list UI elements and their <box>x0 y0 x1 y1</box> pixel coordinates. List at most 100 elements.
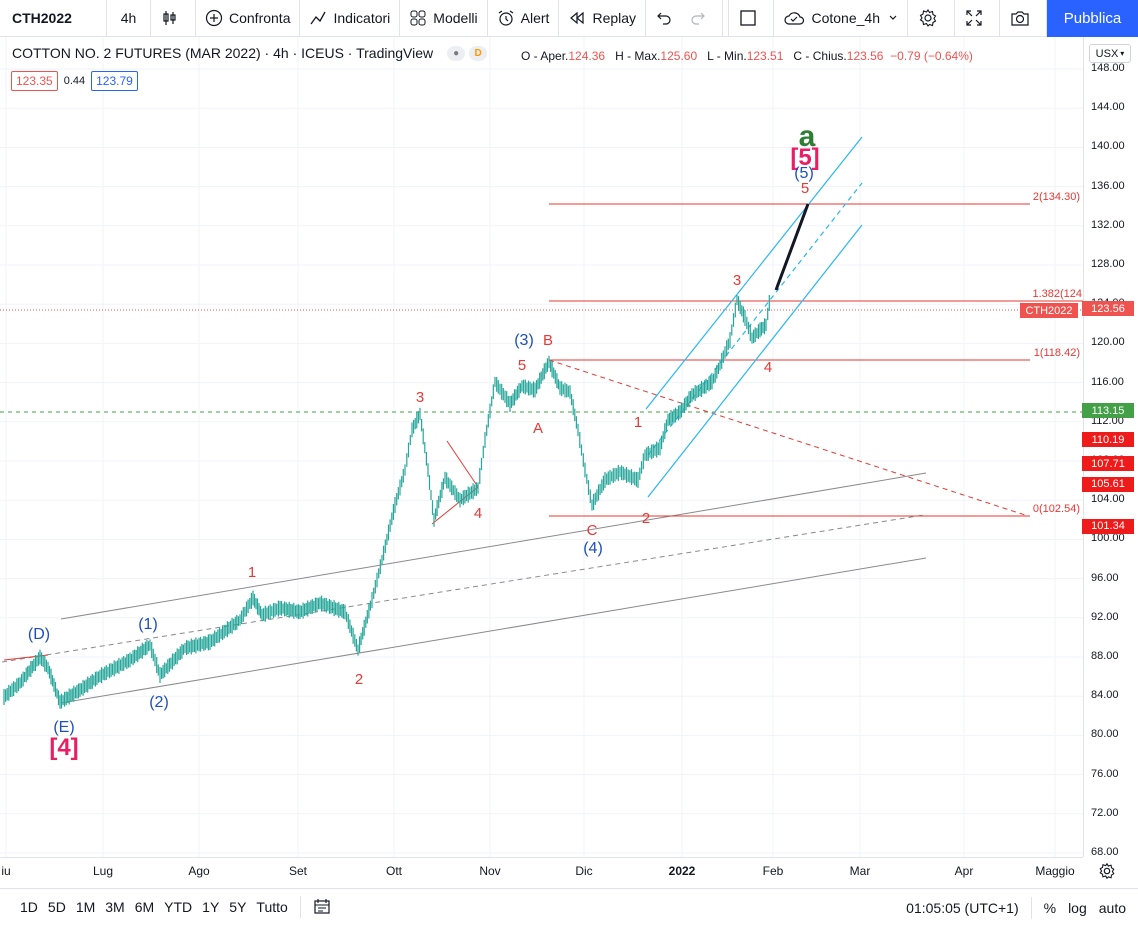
symbol-search-button[interactable]: CTH2022 <box>0 0 107 37</box>
alert-button[interactable]: Alert <box>488 0 560 37</box>
auto-scale-toggle[interactable]: auto <box>1098 899 1126 916</box>
price-tick: 128.00 <box>1091 258 1125 270</box>
instrument-title[interactable]: COTTON NO. 2 FUTURES (MAR 2022) · 4h · I… <box>12 45 434 61</box>
wave-label-D-paren[interactable]: (D) <box>28 626 50 643</box>
interval-button[interactable]: 4h <box>107 0 151 37</box>
wave-label-1-paren[interactable]: (1) <box>138 616 158 633</box>
layout-name-button[interactable]: Cotone_4h <box>774 0 908 37</box>
time-tick: Mar <box>849 864 871 878</box>
price-tick: 148.00 <box>1091 62 1125 74</box>
clock-display[interactable]: 01:05:05 (UTC+1) <box>906 899 1019 916</box>
compare-button[interactable]: Confronta <box>196 0 301 37</box>
price-tick: 80.00 <box>1091 728 1119 741</box>
time-tick: Ago <box>188 864 210 878</box>
wave-label-5-b[interactable]: 5 <box>518 357 526 374</box>
channel-upper-line[interactable] <box>60 472 927 620</box>
date-range-calendar-icon[interactable] <box>313 899 331 915</box>
red-dashed-trend[interactable] <box>548 359 1029 517</box>
triangle-pattern[interactable] <box>431 440 479 525</box>
replay-label: Replay <box>592 10 637 26</box>
short-red-line[interactable] <box>3 654 49 661</box>
range-button-5y[interactable]: 5Y <box>229 899 247 915</box>
layout-select-button[interactable] <box>729 0 775 37</box>
fib-label-1: 1(118.42) <box>1034 347 1080 359</box>
ohlc-values: O - Aper.124.36 H - Max.125.60 L - Min.1… <box>521 49 973 63</box>
rewind-icon <box>570 11 585 25</box>
divider <box>299 896 301 918</box>
projection-line[interactable] <box>774 203 810 291</box>
wave-label-3-paren[interactable]: (3) <box>514 332 534 349</box>
wave-label-1-aug[interactable]: 1 <box>248 564 256 581</box>
wave-label-4-paren[interactable]: (4) <box>583 540 603 557</box>
delayed-data-badge[interactable]: D <box>469 45 488 61</box>
channel-lower-line[interactable] <box>60 557 927 704</box>
date-range-group: 1D 5D 1M 3M 6M YTD 1Y 5Y Tutto <box>0 899 288 915</box>
redo-icon[interactable] <box>690 10 706 26</box>
wave-label-4-bracket[interactable]: [4] <box>49 734 78 761</box>
indicators-button[interactable]: Indicatori <box>300 0 401 37</box>
square-icon <box>740 10 757 26</box>
time-tick: Lug <box>92 864 114 878</box>
symbol-price-tag: CTH2022 <box>1020 303 1078 318</box>
camera-icon <box>1011 11 1029 26</box>
wave-label-B[interactable]: B <box>543 332 553 349</box>
templates-button[interactable]: Modelli <box>400 0 488 37</box>
wave-label-5-paren[interactable]: (5) <box>794 165 814 182</box>
price-tick: 84.00 <box>1091 689 1119 702</box>
wave-label-3-top[interactable]: 3 <box>733 272 741 289</box>
wave-label-5[interactable]: 5 <box>801 180 809 197</box>
settings-button[interactable] <box>908 0 955 37</box>
wave-label-2-paren[interactable]: (2) <box>149 694 169 711</box>
buy-price-button[interactable]: 123.79 <box>91 71 138 91</box>
blue-channel-upper[interactable] <box>645 136 863 410</box>
axis-settings-gear-icon[interactable] <box>1098 862 1116 880</box>
wave-label-3-oct[interactable]: 3 <box>416 389 424 406</box>
wave-label-4[interactable]: 4 <box>764 359 772 376</box>
range-button-1d[interactable]: 1D <box>20 899 38 915</box>
wave-label-a[interactable]: a <box>799 120 816 153</box>
blue-channel-mid[interactable] <box>647 182 863 456</box>
fullscreen-button[interactable] <box>955 0 1000 37</box>
undo-icon[interactable] <box>656 10 672 26</box>
time-axis[interactable] <box>0 857 1083 885</box>
snapshot-button[interactable] <box>1000 0 1047 37</box>
range-button-1m[interactable]: 1M <box>75 899 96 915</box>
price-tick: 96.00 <box>1091 571 1119 584</box>
range-button-5d[interactable]: 5D <box>47 899 66 915</box>
time-tick: Feb <box>762 864 784 878</box>
top-toolbar: CTH2022 4h Confronta Indicatori Modelli … <box>0 0 1138 37</box>
channel-mid-line[interactable] <box>1 514 925 663</box>
range-button-ytd[interactable]: YTD <box>164 899 193 915</box>
chart-style-button[interactable] <box>151 0 196 37</box>
chevron-down-icon <box>889 15 897 20</box>
log-scale-toggle[interactable]: log <box>1068 899 1087 916</box>
replay-button[interactable]: Replay <box>559 0 647 37</box>
fullscreen-icon <box>966 10 982 26</box>
horizontal-gridlines <box>0 68 1083 854</box>
publish-button[interactable]: Pubblica <box>1047 0 1138 37</box>
toolbar-spacer <box>723 0 730 37</box>
more-options-icon[interactable]: ● <box>447 45 466 61</box>
sell-price-button[interactable]: 123.35 <box>11 71 58 91</box>
vertical-gridlines <box>5 37 1056 857</box>
range-button-6m[interactable]: 6M <box>134 899 155 915</box>
wave-label-4-oct[interactable]: 4 <box>474 505 482 522</box>
price-level-tag: 101.34 <box>1082 518 1134 534</box>
currency-select[interactable]: USX ▾ <box>1089 44 1131 63</box>
wave-label-C[interactable]: C <box>587 522 598 539</box>
wave-label-A[interactable]: A <box>533 420 543 437</box>
wave-label-1[interactable]: 1 <box>634 414 642 431</box>
range-button-1y[interactable]: 1Y <box>202 899 220 915</box>
price-chart[interactable]: a [5] (5) 5 3 4 (3) B 5 A 1 2 C (4) 3 4 … <box>0 37 1083 857</box>
percent-scale-toggle[interactable]: % <box>1043 899 1057 916</box>
range-button-3m[interactable]: 3M <box>105 899 125 915</box>
layout-name: Cotone_4h <box>811 10 880 26</box>
range-button-tutto[interactable]: Tutto <box>256 899 288 915</box>
cloud-icon <box>784 12 805 25</box>
gear-icon <box>919 9 937 27</box>
wave-label-2-sep[interactable]: 2 <box>355 671 363 688</box>
blue-channel-lower[interactable] <box>647 224 863 498</box>
wave-label-2[interactable]: 2 <box>642 510 650 527</box>
wave-label-E-paren[interactable]: (E) <box>53 719 74 736</box>
wave-label-5-bracket[interactable]: [5] <box>790 144 819 171</box>
